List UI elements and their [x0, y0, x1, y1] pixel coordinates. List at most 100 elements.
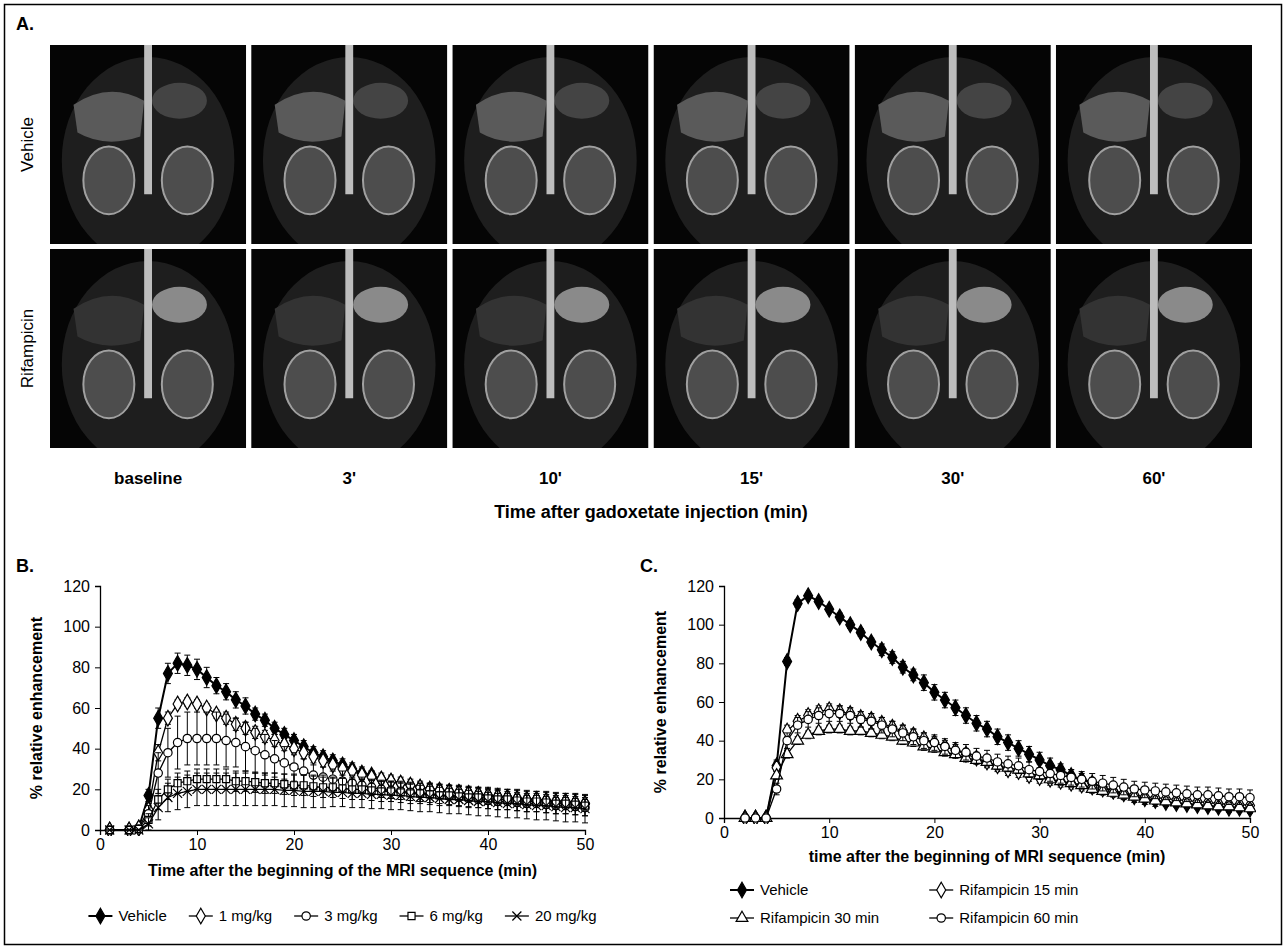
- stomach: [756, 287, 811, 323]
- y-axis-line: [95, 587, 101, 831]
- kidney: [966, 146, 1017, 214]
- series-line: [110, 789, 585, 830]
- data-point: [532, 801, 541, 810]
- column-label: 10': [539, 469, 562, 488]
- kidney: [687, 146, 738, 214]
- image-cell: [50, 249, 246, 448]
- plot-area: [739, 588, 1256, 824]
- data-point: [846, 617, 855, 633]
- image-cell: [251, 249, 447, 448]
- kidney: [363, 350, 414, 418]
- data-point: [930, 738, 938, 746]
- data-point: [106, 826, 113, 833]
- y-tick-mark: [95, 749, 100, 750]
- legend-swatch-marker: [937, 882, 946, 898]
- x-tick: 50: [1242, 818, 1260, 841]
- data-point: [105, 822, 114, 836]
- y-tick-mark: [95, 667, 100, 668]
- data-point: [750, 811, 762, 821]
- kidney: [765, 146, 816, 214]
- data-point: [387, 791, 396, 800]
- legend-label: Vehicle: [118, 907, 166, 924]
- x-tick-mark: [391, 830, 392, 835]
- data-point: [377, 790, 386, 799]
- data-point: [464, 796, 473, 805]
- stomach: [152, 83, 207, 119]
- data-point: [134, 826, 143, 835]
- data-point: [309, 749, 318, 765]
- data-point: [793, 596, 802, 612]
- aorta: [345, 249, 353, 398]
- series-line: [745, 714, 1250, 818]
- column-label: 3': [343, 469, 357, 488]
- data-point: [1225, 793, 1233, 801]
- stomach: [957, 83, 1012, 119]
- data-point: [125, 826, 133, 834]
- legend-item: Rifampicin 15 min: [929, 881, 1078, 898]
- data-point: [802, 728, 814, 738]
- data-point: [222, 785, 231, 794]
- stomach: [554, 287, 609, 323]
- stomach: [353, 287, 408, 323]
- stomach: [1158, 83, 1213, 119]
- data-point: [251, 747, 259, 755]
- x-axis: 01020304050: [96, 830, 594, 853]
- x-axis-line: [101, 831, 586, 836]
- legend-swatch-marker: [736, 911, 748, 921]
- data-point: [823, 722, 835, 732]
- series-line: [745, 596, 1250, 818]
- data-point: [941, 742, 949, 750]
- image-cell: [452, 249, 648, 448]
- series-line: [110, 779, 585, 830]
- data-point: [1035, 767, 1043, 775]
- stomach: [756, 83, 811, 119]
- data-point: [202, 785, 211, 794]
- data-point: [760, 811, 772, 821]
- y-tick-mark: [719, 818, 724, 819]
- data-point: [1130, 785, 1138, 793]
- data-point: [260, 712, 269, 728]
- data-point: [898, 659, 907, 675]
- kidney: [1089, 350, 1140, 418]
- data-point: [877, 642, 886, 658]
- x-tick: 0: [96, 830, 105, 853]
- data-point: [951, 746, 959, 754]
- y-tick: 100: [63, 618, 100, 635]
- data-point: [1214, 792, 1222, 800]
- y-tick-label: 20: [696, 771, 714, 788]
- liver: [878, 92, 949, 142]
- data-point: [241, 785, 250, 794]
- data-point: [173, 655, 182, 671]
- data-point: [804, 588, 813, 604]
- kidney: [765, 350, 816, 418]
- data-point: [232, 738, 240, 746]
- data-point: [183, 694, 192, 710]
- data-point: [781, 747, 793, 757]
- figure-frame: [5, 5, 1282, 945]
- data-point: [836, 709, 844, 717]
- data-point: [261, 751, 269, 759]
- data-point: [983, 754, 991, 762]
- liver: [476, 296, 547, 346]
- x-tick-label: 40: [1136, 824, 1154, 841]
- legend-label: Rifampicin 15 min: [959, 881, 1078, 898]
- x-axis-title: Time after the beginning of the MRI sequ…: [148, 862, 537, 879]
- data-point: [435, 794, 444, 803]
- y-tick-label: 60: [696, 694, 714, 711]
- legend: Vehicle1 mg/kg3 mg/kg6 mg/kg20 mg/kg: [88, 907, 596, 924]
- x-tick: 20: [926, 818, 944, 841]
- data-point: [888, 725, 896, 733]
- row-label: Rifampicin: [18, 309, 37, 388]
- x-tick: 30: [1031, 818, 1049, 841]
- data-point: [930, 685, 939, 701]
- data-point: [1088, 777, 1096, 785]
- y-tick-label: 120: [687, 578, 714, 595]
- data-point: [154, 710, 163, 726]
- liver: [878, 296, 949, 346]
- aorta: [949, 45, 957, 194]
- y-tick: 100: [687, 616, 724, 633]
- kidney: [486, 146, 537, 214]
- data-point: [1099, 779, 1107, 787]
- data-point: [993, 758, 1001, 766]
- aorta: [144, 249, 152, 398]
